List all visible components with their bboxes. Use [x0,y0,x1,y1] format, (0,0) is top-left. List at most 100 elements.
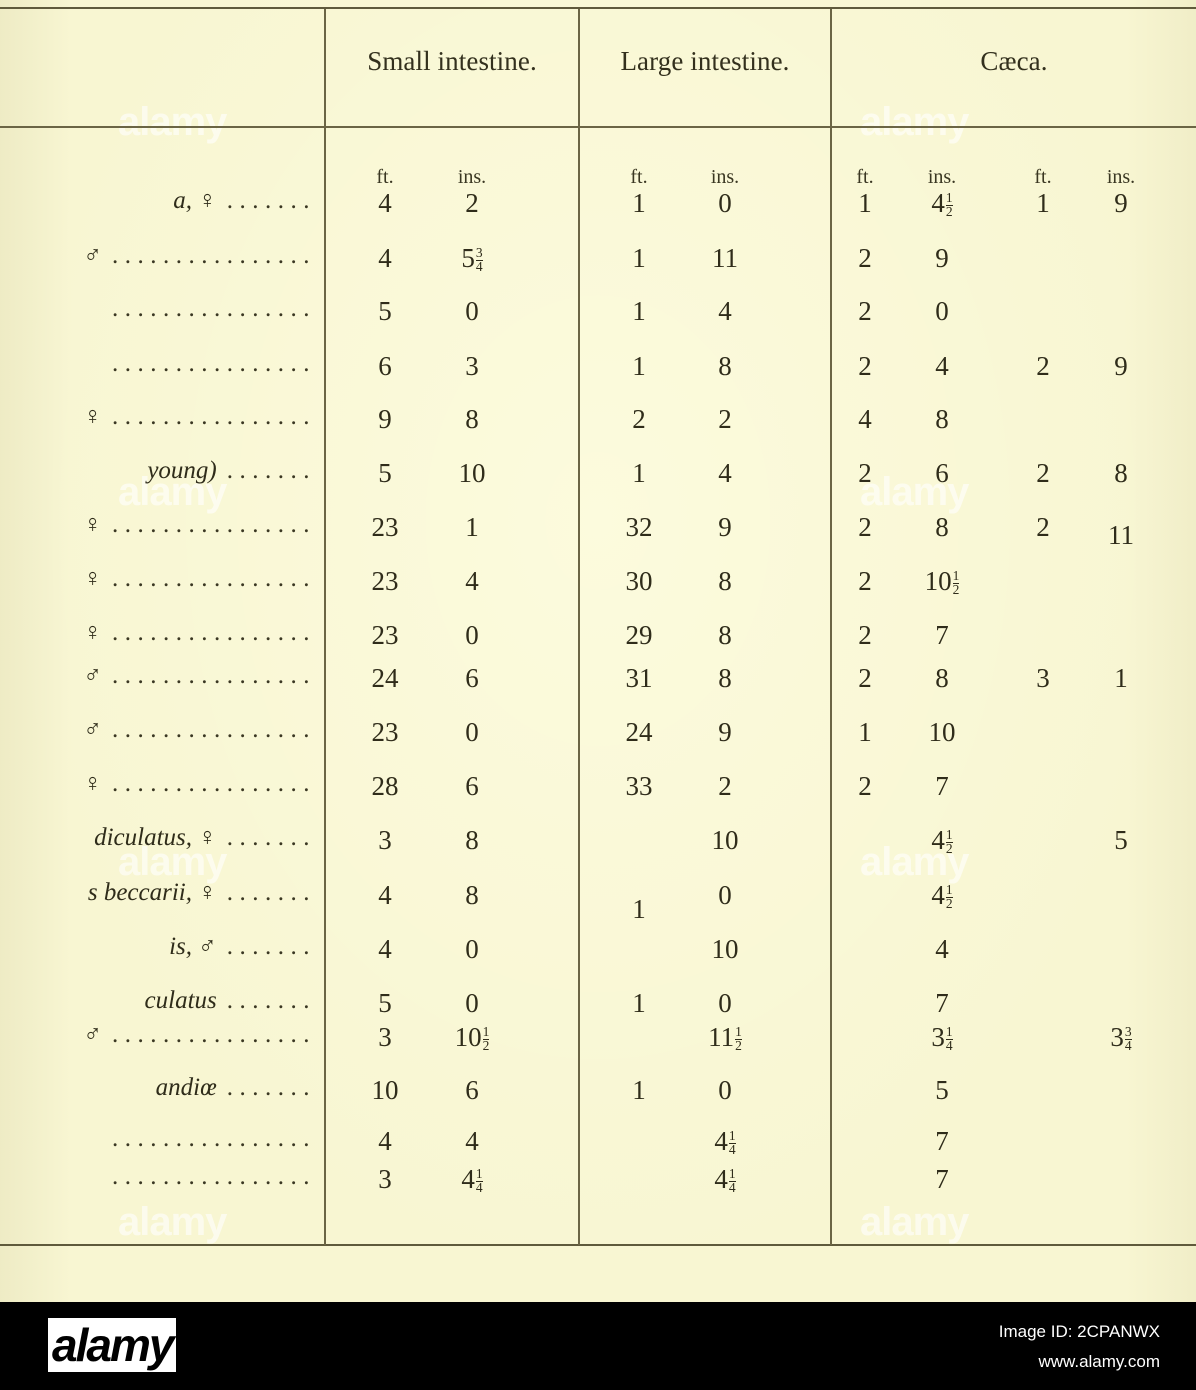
row-label: a, ♀....... [0,184,324,218]
cell-large-ins: 9 [718,717,732,747]
leader-dots: ................ [112,619,316,646]
leader-dots: ................ [112,770,316,797]
cell-large-ft: 24 [625,717,653,747]
row-label: ♀................ [0,767,324,801]
subheader-large-ft: ft. [630,166,648,188]
cell-caeca2-ins: 1 [1114,663,1128,693]
cell-caeca1-ins: 8 [935,663,949,693]
leader-dots: ....... [226,1074,316,1101]
cell-large-ins: 10 [711,934,739,964]
leader-dots: ................ [112,403,316,430]
cell-small-ins: 0 [465,988,479,1018]
alamy-footer-bar: alamy Image ID: 2CPANWX www.alamy.com [0,1302,1196,1390]
cell-large-ft: 1 [632,188,646,218]
column-divider-2 [578,9,580,1245]
sex-symbol: ♀ [198,187,217,214]
sex-symbol: ♂ [198,933,217,960]
cell-large-ft: 2 [632,404,646,434]
cell-small-ins: 10 1 2 [454,1022,490,1054]
sex-symbol: ♀ [83,565,102,592]
cell-caeca1-ins: 6 [935,458,949,488]
row-label: ♂................ [0,659,324,693]
cell-caeca1-ins: 9 [935,243,949,273]
cell-small-ft: 4 [378,880,392,910]
cell-small-ins: 0 [465,296,479,326]
cell-caeca1-ft: 2 [858,512,872,542]
cell-caeca1-ft: 2 [858,296,872,326]
cell-large-ins: 11 1 2 [708,1022,742,1054]
cell-small-ft: 3 [378,825,392,855]
cell-caeca1-ins: 7 [935,620,949,650]
cell-large-ft: 1 [632,243,646,273]
cell-small-ft: 10 [371,1075,399,1105]
row-label: culatus....... [0,984,324,1018]
cell-large-ft: 29 [625,620,653,650]
cell-caeca1-ins: 0 [935,296,949,326]
cell-caeca1-ft: 2 [858,243,872,273]
cell-small-ins: 6 [465,663,479,693]
cell-small-ft: 4 [378,188,392,218]
cell-small-ft: 23 [371,717,399,747]
cell-large-ft: 1 [632,296,646,326]
cell-caeca1-ins: 7 [935,771,949,801]
species-name-fragment: young) [147,457,217,484]
cell-small-ins: 8 [465,880,479,910]
cell-small-ft: 5 [378,988,392,1018]
leader-dots: ....... [226,879,316,906]
cell-caeca1-ft: 4 [858,404,872,434]
leader-dots: ....... [226,933,316,960]
cell-small-ft: 4 [378,934,392,964]
column-divider-3 [830,9,832,1245]
watermark-tile: alamy [118,1200,227,1244]
cell-large-ins: 2 [718,771,732,801]
row-label: ♂................ [0,1018,324,1052]
row-label: diculatus, ♀....... [0,821,324,855]
sex-symbol: ♀ [83,770,102,797]
cell-large-ins: 11 [712,243,738,273]
cell-caeca1-ft: 2 [858,351,872,381]
cell-small-ins: 6 [465,1075,479,1105]
cell-small-ins: 8 [465,404,479,434]
table-top-rule [0,7,1196,9]
cell-small-ft: 24 [371,663,399,693]
cell-large-ins: 9 [718,512,732,542]
leader-dots: ................ [112,1021,316,1048]
row-label: ♀................ [0,508,324,542]
cell-caeca2-ins: 9 [1114,188,1128,218]
row-label: s beccarii, ♀....... [0,876,324,910]
cell-caeca1-ft: 2 [858,566,872,596]
cell-large-ft: 31 [625,663,653,693]
header-small-intestine: Small intestine. [367,46,537,76]
cell-small-ins: 2 [465,188,479,218]
cell-caeca2-ins: 5 [1114,825,1128,855]
row-label: ................ [0,347,324,381]
cell-small-ft: 5 [378,458,392,488]
cell-caeca2-ft: 2 [1036,458,1050,488]
table-bottom-rule [0,1244,1196,1246]
sex-symbol: ♀ [83,511,102,538]
cell-caeca2-ft: 1 [1036,188,1050,218]
row-label: ♂................ [0,239,324,273]
cell-large-ft: 30 [625,566,653,596]
cell-small-ft: 3 [378,1022,392,1052]
cell-large-ins: 8 [718,663,732,693]
cell-large-ins: 2 [718,404,732,434]
header-large-intestine: Large intestine. [620,46,790,76]
leader-dots: ................ [112,242,316,269]
sex-symbol: ♂ [83,1021,102,1048]
cell-large-ft: 1 [632,1075,646,1105]
cell-caeca1-ins: 10 [928,717,956,747]
cell-large-ins: 10 [711,825,739,855]
cell-large-ft: 1 [632,988,646,1018]
watermark-tile: alamy [860,100,969,144]
species-name-fragment: is, [169,933,192,960]
leader-dots: ....... [226,187,316,214]
watermark-tile: alamy [860,1200,969,1244]
cell-small-ins: 4 [465,1126,479,1156]
cell-small-ins: 6 [465,771,479,801]
cell-small-ft: 3 [378,1164,392,1194]
